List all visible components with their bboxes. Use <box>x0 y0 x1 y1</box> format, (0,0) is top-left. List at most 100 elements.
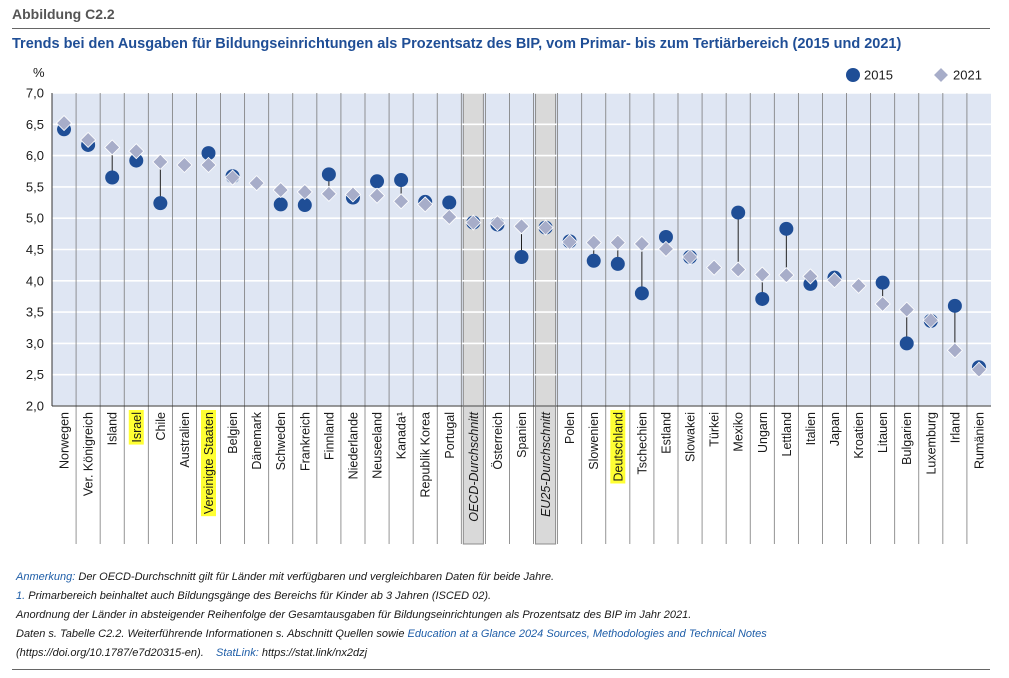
y-tick-label: 2,5 <box>26 367 44 382</box>
point-2021 <box>874 295 891 313</box>
point-2015 <box>947 298 962 313</box>
category-label: Chile <box>154 412 168 441</box>
category-label: Finnland <box>322 412 336 460</box>
point-2015 <box>755 291 770 306</box>
category-label: Estland <box>659 412 673 454</box>
category-label-group: Republik Korea <box>419 412 433 498</box>
point-2021 <box>754 266 771 283</box>
point-2021 <box>802 268 819 285</box>
point-2021 <box>681 248 699 266</box>
category-label-group: Australien <box>178 412 192 468</box>
point-2021 <box>609 234 626 251</box>
category-label: Polen <box>563 412 577 444</box>
category-highlight <box>201 410 216 517</box>
category-label: Litauen <box>876 412 890 453</box>
category-label: Lettland <box>780 412 794 457</box>
point-2021 <box>465 214 482 231</box>
category-label-group: Estland <box>659 412 673 454</box>
point-2015 <box>731 205 746 220</box>
y-tick-label: 5,0 <box>26 211 44 226</box>
category-label-group: Frankreich <box>298 412 312 471</box>
point-2021 <box>898 301 915 318</box>
point-2021 <box>441 208 458 226</box>
category-label: Irland <box>948 412 962 443</box>
category-label: Slowenien <box>587 412 601 470</box>
note-source: Daten s. Tabelle C2.2. Weiterführende In… <box>16 625 991 644</box>
category-label-group: Norwegen <box>58 412 72 469</box>
category-label: Belgien <box>226 412 240 454</box>
category-label: Österreich <box>491 412 505 470</box>
point-2015 <box>442 195 457 210</box>
category-label-group: Spanien <box>515 412 529 458</box>
note-anmerkung-text: Der OECD-Durchschnitt gilt für Länder mi… <box>75 571 555 583</box>
category-label-group: Japan <box>828 412 842 446</box>
statlink-url[interactable]: https://stat.link/nx2dzj <box>258 647 368 659</box>
point-2015 <box>321 167 336 182</box>
y-tick-label: 6,0 <box>26 148 44 163</box>
legend-label-2021: 2021 <box>953 68 982 83</box>
point-2021 <box>320 185 337 202</box>
category-label: Spanien <box>515 412 529 458</box>
note-order: Anordnung der Länder in absteigender Rei… <box>16 609 692 621</box>
legend-marker-2015 <box>846 68 860 82</box>
point-2021 <box>922 312 939 329</box>
point-2021 <box>224 169 241 186</box>
category-label-group: Ver. Königreich <box>82 412 96 496</box>
category-label-group: Israel <box>128 410 144 445</box>
point-2021 <box>104 139 121 156</box>
category-label-group: Niederlande <box>346 412 360 479</box>
category-label: Vereinigte Staaten <box>202 412 216 514</box>
doi-link[interactable]: (https://doi.org/10.1787/e7d20315-en). <box>16 647 204 659</box>
point-2021 <box>200 156 217 174</box>
statlink-label: StatLink: <box>215 647 259 659</box>
note-footnote-num: 1. <box>16 590 26 602</box>
point-2021 <box>80 131 97 149</box>
point-2021 <box>826 272 843 289</box>
category-highlight <box>128 410 144 445</box>
category-label: Kroatien <box>852 412 866 459</box>
category-label-group: Vereinigte Staaten <box>201 410 216 517</box>
point-2015 <box>370 174 385 189</box>
category-label: Portugal <box>443 412 457 459</box>
point-2021 <box>296 183 313 200</box>
category-label-group: Österreich <box>491 412 505 470</box>
category-label: Frankreich <box>298 412 312 471</box>
category-label-group: Schweden <box>274 412 288 470</box>
category-label-group: Luxemburg <box>924 412 938 475</box>
chart: 2,0 2,5 3,0 3,5 4,0 4,5 5,0 5,5 6,0 6,5 7,0% Norweg… <box>26 65 991 545</box>
category-label: Ungarn <box>756 412 770 453</box>
category-label: Schweden <box>274 412 288 470</box>
category-label: Tschechien <box>635 412 649 475</box>
point-2015 <box>899 336 914 351</box>
legend-marker-2021 <box>932 66 950 84</box>
category-label: EU25-Durchschnitt <box>539 411 553 516</box>
note-source-prefix: Daten s. Tabelle C2.2. Weiterführende In… <box>16 628 408 640</box>
category-label-group: Finnland <box>322 412 336 460</box>
point-2015 <box>779 221 794 236</box>
bottom-rule <box>12 669 990 670</box>
category-label-group: Tschechien <box>635 412 649 475</box>
category-label: Rumänien <box>972 412 986 469</box>
note-footnote: 1. Primarbereich beinhaltet auch Bildung… <box>16 587 991 606</box>
y-tick-label: 6,5 <box>26 117 44 132</box>
point-2021 <box>368 187 386 204</box>
category-label: Deutschland <box>611 412 625 482</box>
point-2015 <box>201 146 216 161</box>
note-doi: (https://doi.org/10.1787/e7d20315-en). S… <box>16 644 991 663</box>
category-label-group: Slowakei <box>684 412 698 462</box>
category-label: Israel <box>130 412 144 443</box>
point-2015 <box>658 229 673 244</box>
category-label-group: Türkei <box>708 412 722 447</box>
category-label-group: Neuseeland <box>371 412 385 479</box>
y-tick-label: 4,0 <box>26 273 44 288</box>
point-2021 <box>778 267 795 284</box>
category-label-group: Italien <box>804 412 818 445</box>
point-2021 <box>344 186 362 203</box>
category-label: Dänemark <box>250 411 264 469</box>
point-2015 <box>153 196 168 211</box>
point-2021 <box>393 193 410 210</box>
point-2021 <box>417 196 434 213</box>
source-link[interactable]: Education at a Glance 2024 Sources, Meth… <box>407 628 767 640</box>
category-label: Mexiko <box>732 412 746 452</box>
category-highlight <box>610 410 626 484</box>
